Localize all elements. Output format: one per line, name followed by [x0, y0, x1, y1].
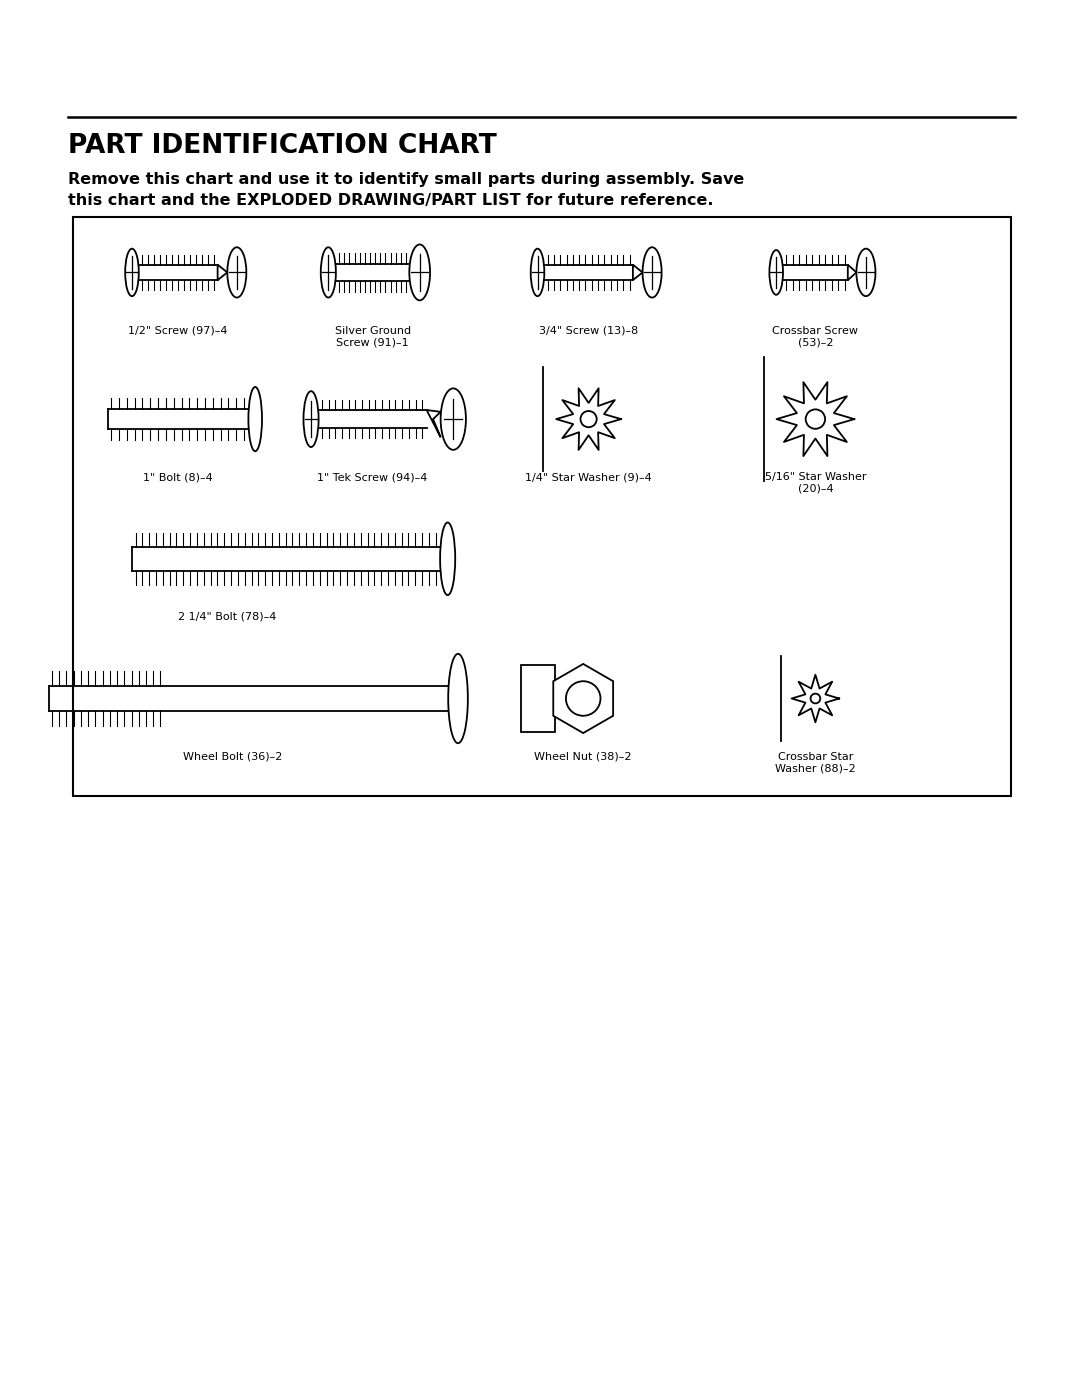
- Polygon shape: [427, 411, 441, 437]
- Ellipse shape: [441, 522, 456, 595]
- Ellipse shape: [228, 247, 246, 298]
- Ellipse shape: [643, 247, 662, 298]
- Text: Crossbar Screw
(53)–2: Crossbar Screw (53)–2: [772, 326, 859, 346]
- Text: PART IDENTIFICATION CHART: PART IDENTIFICATION CHART: [68, 133, 497, 159]
- Ellipse shape: [448, 654, 468, 743]
- Bar: [73, 217, 1011, 796]
- Ellipse shape: [125, 249, 138, 296]
- Text: Wheel Nut (38)–2: Wheel Nut (38)–2: [535, 752, 632, 761]
- Polygon shape: [848, 265, 856, 279]
- Ellipse shape: [303, 391, 319, 447]
- Ellipse shape: [248, 387, 262, 451]
- Ellipse shape: [321, 247, 336, 298]
- Ellipse shape: [530, 249, 544, 296]
- Text: 5/16" Star Washer
(20)–4: 5/16" Star Washer (20)–4: [765, 472, 866, 493]
- Ellipse shape: [441, 388, 465, 450]
- Ellipse shape: [856, 249, 876, 296]
- Ellipse shape: [409, 244, 430, 300]
- Ellipse shape: [769, 250, 783, 295]
- Bar: [521, 665, 555, 732]
- Text: 1" Tek Screw (94)–4: 1" Tek Screw (94)–4: [318, 472, 428, 482]
- Text: 1/2" Screw (97)–4: 1/2" Screw (97)–4: [129, 326, 228, 335]
- Ellipse shape: [806, 409, 825, 429]
- Text: this chart and the EXPLODED DRAWING/PART LIST for future reference.: this chart and the EXPLODED DRAWING/PART…: [68, 193, 714, 208]
- Text: Silver Ground
Screw (91)–1: Silver Ground Screw (91)–1: [335, 326, 410, 346]
- Ellipse shape: [581, 411, 597, 427]
- Text: Crossbar Star
Washer (88)–2: Crossbar Star Washer (88)–2: [775, 752, 855, 773]
- Ellipse shape: [566, 682, 600, 715]
- Text: 1" Bolt (8)–4: 1" Bolt (8)–4: [144, 472, 213, 482]
- Text: Remove this chart and use it to identify small parts during assembly. Save: Remove this chart and use it to identify…: [68, 172, 744, 187]
- Polygon shape: [553, 664, 613, 733]
- Polygon shape: [633, 265, 643, 279]
- Text: 1/4" Star Washer (9)–4: 1/4" Star Washer (9)–4: [525, 472, 652, 482]
- Text: 2 1/4" Bolt (78)–4: 2 1/4" Bolt (78)–4: [177, 612, 276, 622]
- Text: Wheel Bolt (36)–2: Wheel Bolt (36)–2: [183, 752, 282, 761]
- Ellipse shape: [810, 694, 821, 703]
- Text: 3/4" Screw (13)–8: 3/4" Screw (13)–8: [539, 326, 638, 335]
- Polygon shape: [218, 265, 228, 279]
